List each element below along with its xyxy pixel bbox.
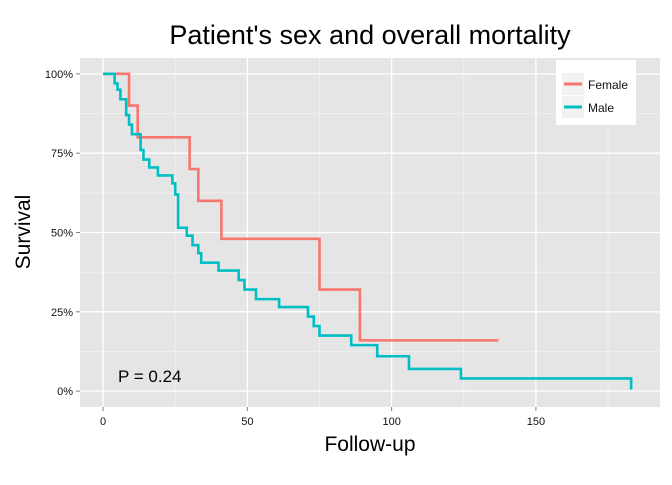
grid-layer — [80, 58, 660, 407]
y-tick-label: 50% — [51, 228, 73, 240]
series-line-female — [103, 72, 499, 342]
x-axis-ticks: 0 50 100 150 — [100, 407, 545, 428]
series-line-male — [103, 72, 633, 390]
y-axis-ticks: 0% 25% 50% 75% 100% — [45, 69, 80, 398]
x-axis-title: Follow-up — [324, 433, 415, 456]
legend-label-male: Male — [588, 101, 614, 115]
x-tick-label: 50 — [241, 416, 253, 428]
x-tick-label: 0 — [100, 416, 106, 428]
p-value-annotation: P = 0.24 — [118, 367, 182, 386]
y-tick-label: 25% — [51, 307, 73, 319]
y-tick-label: 75% — [51, 148, 73, 160]
legend: Female Male — [556, 60, 636, 125]
y-axis-title: Survival — [12, 195, 35, 270]
x-tick-label: 150 — [527, 416, 545, 428]
series-layer — [103, 72, 633, 390]
chart-title: Patient's sex and overall mortality — [169, 20, 571, 50]
y-tick-label: 0% — [57, 386, 73, 398]
y-tick-label: 100% — [45, 69, 73, 81]
legend-label-female: Female — [588, 78, 628, 92]
x-tick-label: 100 — [382, 416, 400, 428]
